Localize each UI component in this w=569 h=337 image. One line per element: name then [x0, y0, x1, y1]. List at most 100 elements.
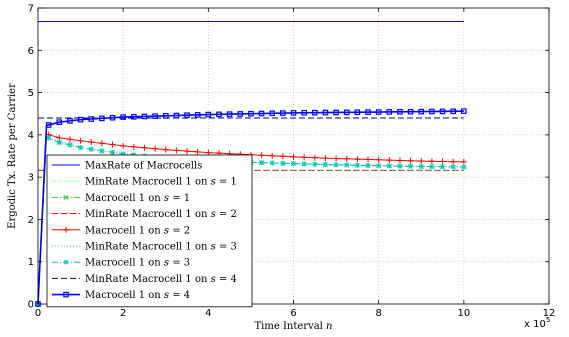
data-point: [418, 164, 424, 170]
data-point: [141, 113, 148, 120]
marker-bar-b: [291, 161, 296, 166]
data-point: [279, 153, 286, 160]
legend-label: MinRate Macrocell 1 on s = 2: [85, 209, 237, 220]
data-point: [365, 163, 371, 169]
marker-bar-b: [259, 160, 264, 165]
y-tick-label: 0: [28, 300, 34, 311]
legend-label-var: s: [211, 209, 216, 220]
legend-box: [46, 154, 253, 308]
marker-bar-b: [312, 162, 317, 167]
x-tick-label: 12: [543, 308, 556, 319]
marker-bar-b: [63, 194, 69, 200]
data-point: [184, 112, 190, 118]
data-point: [439, 158, 446, 165]
marker-bar-b: [270, 160, 275, 166]
marker-bar-b: [451, 164, 456, 170]
data-point: [77, 116, 84, 123]
marker-bar-b: [387, 163, 392, 169]
data-point: [461, 164, 467, 170]
data-point: [130, 143, 137, 150]
data-point: [216, 111, 222, 118]
legend-item-9: Macrocell 1 on s = 4: [52, 290, 190, 301]
legend-label-text: MinRate Macrocell 1 on: [85, 209, 211, 220]
data-point: [280, 160, 286, 166]
data-point: [88, 139, 95, 146]
data-point: [290, 153, 297, 160]
data-point: [269, 110, 276, 117]
data-point: [375, 109, 382, 115]
data-point: [322, 155, 329, 162]
data-point: [440, 164, 446, 170]
data-point: [344, 162, 350, 168]
data-point: [99, 148, 105, 154]
legend-label-text: MinRate Macrocell 1 on: [85, 242, 211, 253]
x-axis-exponent-power: 5: [546, 316, 550, 324]
legend-label-text: MinRate Macrocell 1 on: [85, 177, 211, 188]
legend-label-var: s: [211, 242, 216, 253]
data-point: [418, 158, 425, 165]
data-point: [322, 162, 328, 168]
data-point: [301, 109, 307, 116]
data-point: [375, 156, 382, 163]
data-point: [109, 141, 116, 148]
series-9: [35, 108, 467, 307]
data-point: [460, 158, 467, 165]
data-point: [45, 122, 52, 128]
legend-label: Macrocell 1 on s = 3: [85, 258, 190, 269]
legend-label-value: = 4: [216, 274, 237, 285]
data-point: [343, 109, 350, 116]
x-axis-label-text: Time Interval: [255, 321, 327, 332]
legend-item-8: MinRate Macrocell 1 on s = 4: [52, 274, 237, 285]
data-point: [312, 161, 318, 167]
x-axis-label: Time Interval n: [255, 321, 333, 332]
marker-bar-b: [419, 164, 424, 169]
y-tick-label: 1: [28, 257, 34, 268]
data-point: [66, 136, 73, 143]
data-point: [78, 145, 84, 151]
legend-label-var: s: [164, 225, 169, 236]
data-point: [173, 112, 180, 119]
data-point: [290, 110, 297, 116]
data-point: [418, 108, 425, 115]
legend-item-1: MaxRate of Macrocells: [52, 161, 202, 172]
y-tick-label: 5: [28, 88, 34, 99]
data-point: [311, 109, 318, 116]
data-point: [98, 140, 105, 147]
data-point: [322, 109, 329, 116]
x-axis-exponent-base: x 10: [524, 319, 546, 330]
legend-label-value: = 3: [169, 258, 190, 269]
data-point: [407, 157, 414, 164]
data-point: [258, 152, 265, 159]
data-point: [407, 108, 414, 115]
marker-bar-b: [365, 163, 371, 168]
y-tick-label: 3: [28, 173, 34, 184]
data-point: [429, 108, 435, 115]
marker-bar-b: [99, 148, 105, 154]
data-point: [343, 155, 350, 162]
data-point: [99, 115, 105, 122]
marker-bar-b: [376, 163, 381, 168]
legend-label-text: MinRate Macrocell 1 on: [85, 274, 211, 285]
data-point: [397, 109, 403, 115]
data-point: [248, 110, 254, 117]
legend-label: Macrocell 1 on s = 4: [85, 290, 190, 301]
data-point: [269, 152, 276, 159]
marker-bar-b: [440, 164, 445, 169]
legend-label-var: s: [211, 177, 216, 188]
data-point: [386, 163, 392, 169]
data-point: [333, 155, 340, 162]
data-point: [428, 158, 435, 165]
legend-item-6: MinRate Macrocell 1 on s = 3: [52, 242, 237, 253]
marker-bar-b: [461, 164, 466, 170]
data-point: [162, 113, 169, 119]
legend-item-4: MinRate Macrocell 1 on s = 2: [52, 209, 237, 220]
legend-marker: [63, 194, 69, 200]
x-tick-label: 8: [375, 308, 381, 319]
data-point: [450, 158, 457, 165]
data-point: [56, 134, 63, 141]
data-point: [301, 161, 307, 167]
marker-bar-b: [63, 260, 69, 265]
legend-label-value: = 4: [169, 290, 190, 301]
